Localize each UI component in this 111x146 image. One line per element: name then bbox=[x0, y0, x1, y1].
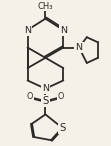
Text: N: N bbox=[42, 84, 49, 93]
Text: N: N bbox=[24, 26, 31, 34]
Text: CH₃: CH₃ bbox=[38, 2, 53, 11]
Text: O: O bbox=[27, 92, 33, 101]
Text: S: S bbox=[59, 123, 65, 133]
Text: N: N bbox=[75, 43, 82, 52]
Text: N: N bbox=[60, 26, 67, 34]
Text: S: S bbox=[42, 96, 49, 106]
Text: O: O bbox=[58, 92, 64, 101]
